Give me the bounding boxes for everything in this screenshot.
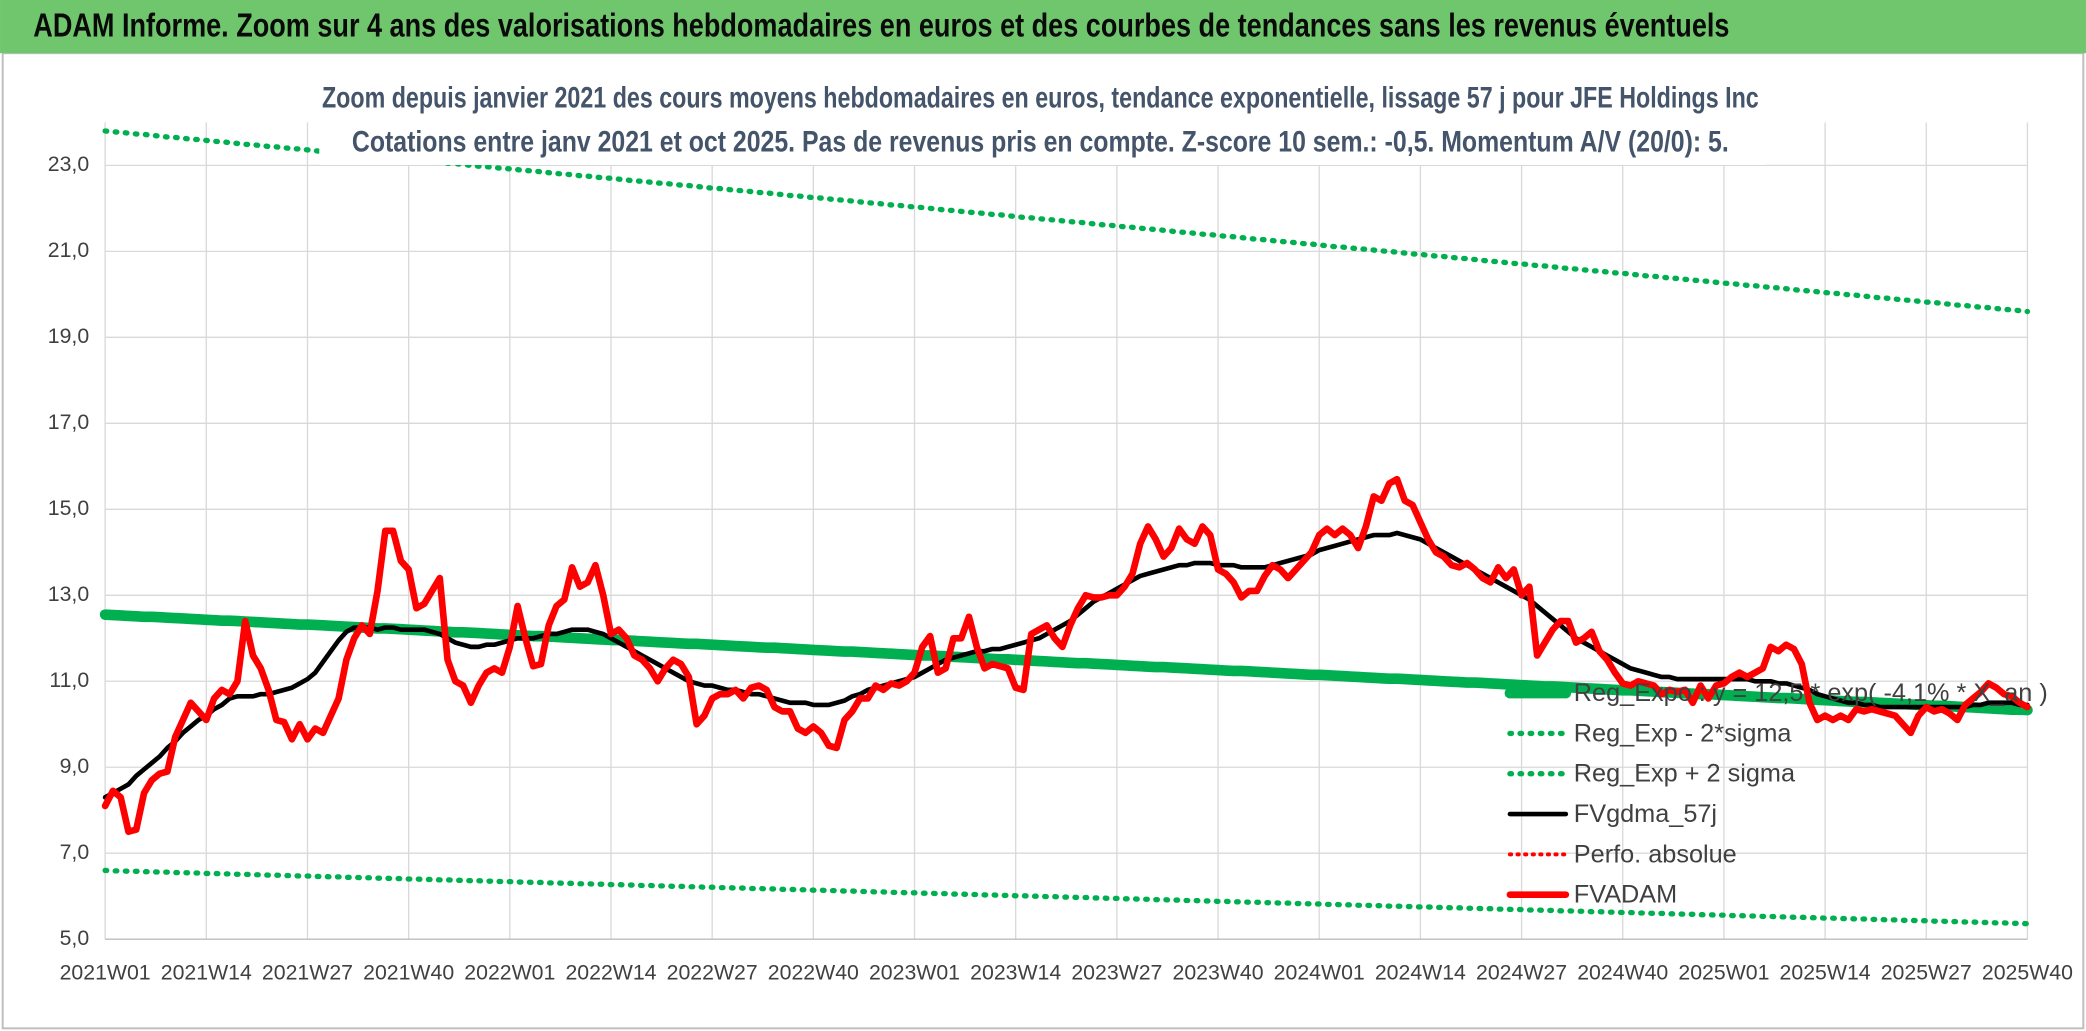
y-tick-label: 11,0 xyxy=(49,668,89,692)
legend-label: Perfo. absolue xyxy=(1574,840,1737,868)
x-tick-label: 2024W14 xyxy=(1375,960,1466,984)
x-tick-label: 2024W27 xyxy=(1476,960,1567,984)
series-line xyxy=(102,867,2031,927)
x-tick-label: 2023W40 xyxy=(1173,960,1264,984)
banner xyxy=(0,0,2086,54)
x-tick-label: 2025W27 xyxy=(1881,960,1972,984)
legend: Reg_Expo : y = 12,5 * exp( -4,1% * X_an … xyxy=(1504,679,2048,909)
x-tick-label: 2025W14 xyxy=(1780,960,1871,984)
x-tick-label: 2023W01 xyxy=(869,960,960,984)
legend-label: Reg_Exp - 2*sigma xyxy=(1574,719,1793,747)
title-box xyxy=(319,77,1765,165)
y-tick-label: 19,0 xyxy=(48,324,89,348)
x-tick-label: 2024W01 xyxy=(1274,960,1365,984)
legend-label: Reg_Expo : y = 12,5 * exp( -4,1% * X_an … xyxy=(1574,679,2048,707)
series-line xyxy=(101,475,2031,836)
legend-label: FVgdma_57j xyxy=(1574,800,1717,828)
plot-area: 5,0 7,0 9,0 11,0 13,0 15,0 17,0 19,0 21,0 23,0 202… xyxy=(48,122,2073,984)
y-tick-label: 21,0 xyxy=(48,238,89,262)
x-tick-label: 2022W14 xyxy=(565,960,656,984)
banner-title: ADAM Informe. Zoom sur 4 ans des valoris… xyxy=(33,8,1729,45)
y-tick-label: 15,0 xyxy=(48,496,89,520)
y-tick-label: 5,0 xyxy=(60,926,90,950)
x-tick-label: 2025W01 xyxy=(1678,960,1769,984)
legend-label: FVADAM xyxy=(1574,881,1677,909)
y-tick-label: 17,0 xyxy=(48,410,89,434)
y-tick-label: 7,0 xyxy=(60,840,90,864)
x-tick-label: 2022W27 xyxy=(667,960,758,984)
x-tick-label: 2022W01 xyxy=(464,960,555,984)
chart-frame xyxy=(1,52,2085,1030)
x-tick-label: 2024W40 xyxy=(1577,960,1668,984)
legend-label: Reg_Exp + 2 sigma xyxy=(1574,760,1796,788)
x-tick-label: 2021W27 xyxy=(262,960,353,984)
chart-title: Zoom depuis janvier 2021 des cours moyen… xyxy=(322,83,1759,115)
y-tick-label: 23,0 xyxy=(48,152,89,176)
chart-subtitle: Cotations entre janv 2021 et oct 2025. P… xyxy=(352,126,1729,158)
x-tick-label: 2022W40 xyxy=(768,960,859,984)
x-tick-label: 2021W40 xyxy=(363,960,454,984)
x-tick-label: 2023W27 xyxy=(1071,960,1162,984)
x-tick-label: 2023W14 xyxy=(970,960,1061,984)
x-tick-label: 2025W40 xyxy=(1982,960,2073,984)
y-tick-label: 9,0 xyxy=(60,754,90,778)
x-tick-label: 2021W01 xyxy=(60,960,151,984)
series-line xyxy=(102,530,2030,800)
x-tick-label: 2021W14 xyxy=(161,960,252,984)
y-tick-label: 13,0 xyxy=(48,582,89,606)
